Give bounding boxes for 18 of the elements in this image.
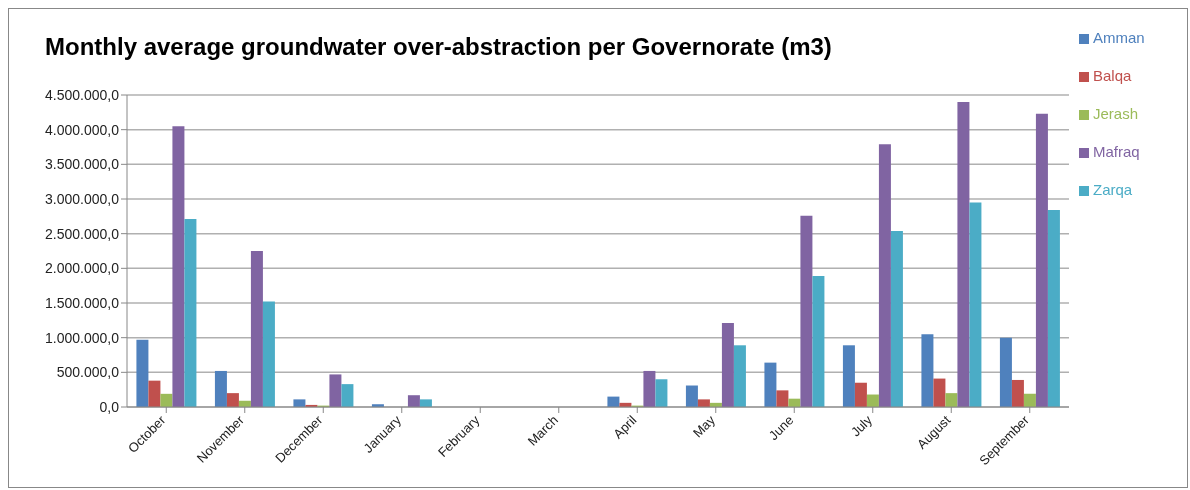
y-tick-label: 3.500.000,0: [45, 156, 120, 173]
legend-label: Jerash: [1093, 105, 1139, 122]
y-tick-label: 0,0: [99, 398, 120, 415]
y-tick-label: 4.500.000,0: [45, 86, 120, 103]
y-tick-label: 2.500.000,0: [45, 225, 120, 242]
y-tick-label: 1.000.000,0: [45, 329, 120, 346]
y-tick-label: 4.000.000,0: [45, 121, 120, 138]
x-tick-label: July: [847, 412, 876, 440]
y-tick-label: 2.000.000,0: [45, 260, 120, 277]
y-tick-label: 1.500.000,0: [45, 294, 120, 311]
y-tick-label: 3.000.000,0: [45, 190, 120, 207]
legend-label: Balqa: [1093, 67, 1132, 84]
legend-label: Zarqa: [1093, 181, 1133, 198]
chart-title: Monthly average groundwater over-abstraction per Governorate (m3): [45, 33, 832, 61]
legend-label: Amman: [1093, 29, 1145, 46]
legend-label: Mafraq: [1093, 143, 1140, 160]
y-tick-label: 500.000,0: [56, 364, 120, 381]
x-tick-label: May: [689, 412, 719, 441]
